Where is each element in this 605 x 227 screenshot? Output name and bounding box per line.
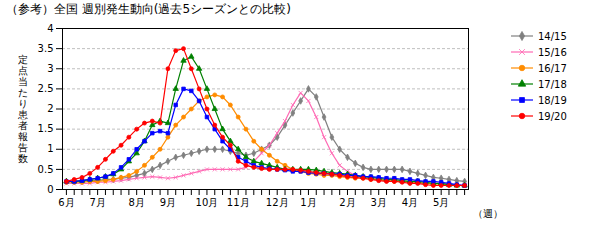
svg-text:2.5: 2.5 bbox=[38, 83, 54, 94]
svg-text:0.5: 0.5 bbox=[38, 164, 54, 175]
svg-text:（週）: （週） bbox=[473, 208, 503, 219]
svg-text:3.5: 3.5 bbox=[38, 43, 54, 54]
svg-text:7月: 7月 bbox=[89, 197, 105, 208]
svg-text:2: 2 bbox=[47, 103, 53, 114]
html-text:18/19: 18/19 bbox=[538, 94, 567, 106]
svg-text:4月: 4月 bbox=[402, 197, 418, 208]
svg-text:1.5: 1.5 bbox=[38, 123, 54, 134]
svg-text:8月: 8月 bbox=[128, 197, 144, 208]
svg-text:12月: 12月 bbox=[266, 197, 289, 208]
html-text:15/16: 15/16 bbox=[538, 46, 567, 58]
html-text:17/18: 17/18 bbox=[538, 78, 567, 90]
svg-text:1: 1 bbox=[47, 143, 53, 154]
svg-text:5月: 5月 bbox=[433, 197, 449, 208]
html-text:（参考）全国 週別発生動向(過去5シーズンとの比較): （参考）全国 週別発生動向(過去5シーズンとの比較) bbox=[6, 2, 291, 16]
svg-text:11月: 11月 bbox=[227, 197, 250, 208]
svg-text:定点当たり患者報告数: 定点当たり患者報告数 bbox=[17, 54, 28, 164]
svg-text:10月: 10月 bbox=[196, 197, 219, 208]
html-text:14/15: 14/15 bbox=[538, 30, 567, 42]
svg-text:0: 0 bbox=[47, 184, 53, 195]
svg-text:1月: 1月 bbox=[300, 197, 316, 208]
svg-text:9月: 9月 bbox=[160, 197, 176, 208]
svg-text:4: 4 bbox=[47, 23, 53, 34]
svg-text:3: 3 bbox=[47, 63, 53, 74]
svg-text:3月: 3月 bbox=[371, 197, 387, 208]
svg-text:2月: 2月 bbox=[339, 197, 355, 208]
html-text:16/17: 16/17 bbox=[538, 62, 567, 74]
svg-text:6月: 6月 bbox=[58, 197, 74, 208]
html-text:19/20: 19/20 bbox=[538, 110, 567, 122]
